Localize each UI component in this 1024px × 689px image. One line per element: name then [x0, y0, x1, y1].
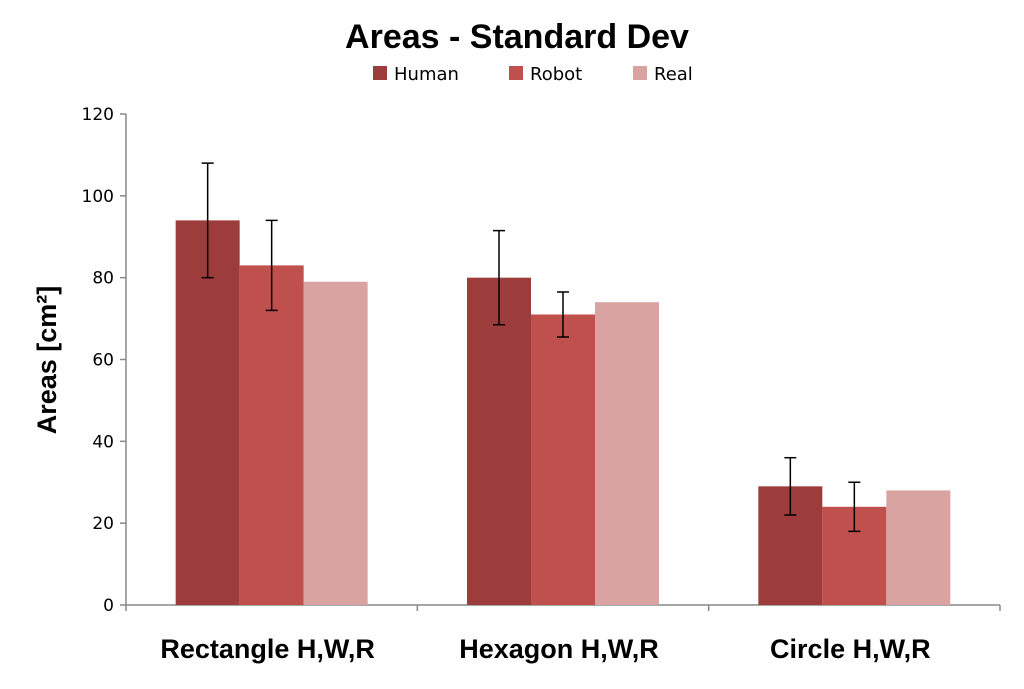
x-ticks [125, 605, 1001, 611]
y-tick-label: 20 [92, 514, 114, 534]
error-bars [201, 162, 861, 533]
bar-robot-0 [239, 265, 304, 605]
bar-real-2 [886, 490, 951, 605]
y-tick-label: 0 [103, 596, 114, 616]
y-tick-label: 80 [92, 269, 114, 289]
bar-robot-1 [531, 314, 595, 605]
y-tick-label: 100 [82, 187, 114, 207]
y-tick-label: 120 [82, 105, 114, 125]
bars [175, 220, 951, 605]
bar-human-0 [175, 220, 240, 605]
legend-label-robot: Robot [530, 64, 582, 85]
bar-human-1 [467, 277, 531, 605]
y-tick-label: 40 [92, 432, 114, 452]
y-ticks: 0 20 40 60 80 100 120 [82, 105, 126, 616]
bar-real-1 [595, 302, 659, 605]
legend-swatch-real [633, 66, 647, 80]
legend-label-human: Human [394, 64, 459, 85]
legend: Human Robot Real [373, 64, 693, 85]
legend-label-real: Real [654, 64, 693, 85]
chart-title: Areas - Standard Dev [345, 18, 689, 56]
category-label-1: Hexagon H,W,R [459, 634, 659, 664]
legend-swatch-robot [509, 66, 523, 80]
category-label-0: Rectangle H,W,R [160, 634, 375, 664]
legend-swatch-human [373, 66, 387, 80]
category-labels: Rectangle H,W,R Hexagon H,W,R Circle H,W,R [160, 634, 930, 664]
category-label-2: Circle H,W,R [770, 634, 931, 664]
bar-real-0 [303, 281, 368, 605]
y-axis-label: Areas [cm²] [32, 286, 62, 435]
y-tick-label: 60 [92, 351, 114, 371]
